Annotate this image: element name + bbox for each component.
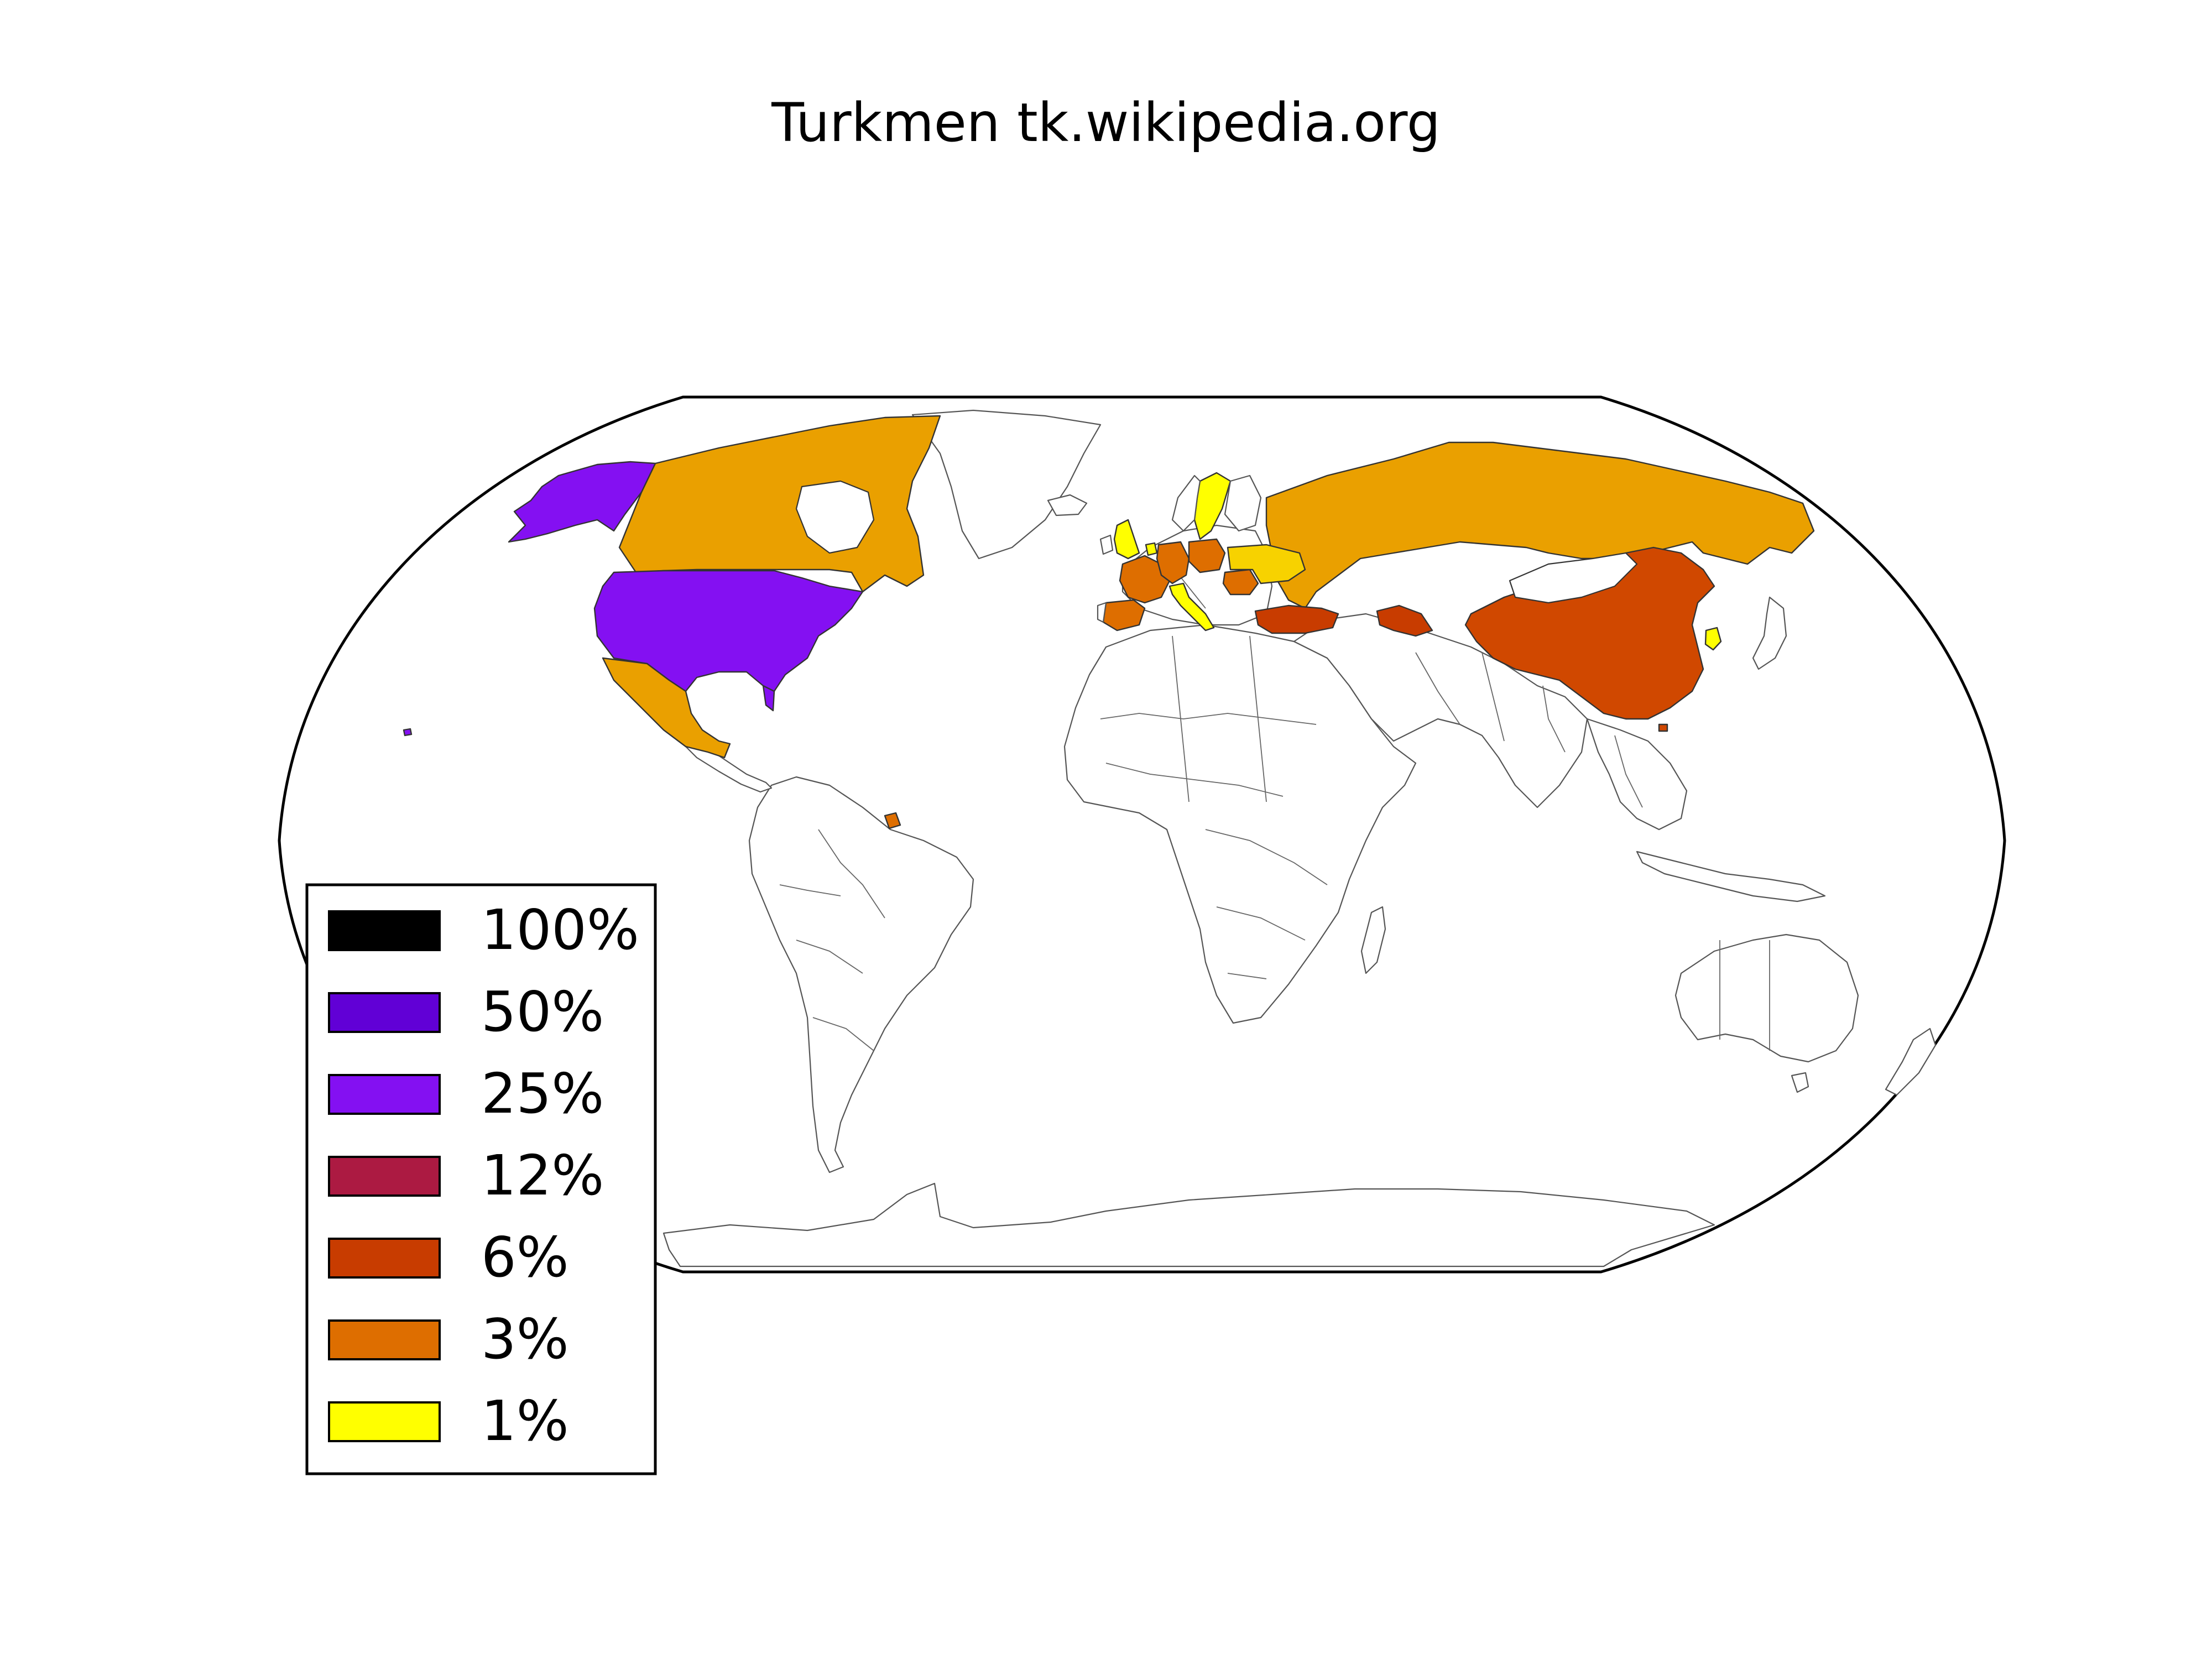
border-line xyxy=(1172,635,1190,802)
region-spain xyxy=(1102,599,1146,632)
region-germany xyxy=(1156,541,1190,585)
new-zealand xyxy=(1885,1027,1937,1096)
region-hawaii xyxy=(403,728,413,737)
hudson-bay xyxy=(795,480,875,554)
legend-swatch xyxy=(328,1319,441,1360)
region-poland xyxy=(1188,538,1226,573)
legend-swatch xyxy=(328,1074,441,1115)
region-russia xyxy=(1265,441,1815,609)
border-line xyxy=(779,884,841,896)
region-ukraine xyxy=(1227,544,1306,585)
region-french-guiana xyxy=(884,812,901,830)
border-line xyxy=(1542,685,1566,753)
antarctica xyxy=(662,1182,1715,1267)
legend-label: 12% xyxy=(481,1143,604,1208)
border-line xyxy=(1614,735,1643,808)
map-legend: 100% 50% 25% 12% 6% 3% 1% xyxy=(305,883,657,1475)
region-netherlands xyxy=(1145,542,1158,556)
tasmania xyxy=(1791,1072,1809,1093)
border-line xyxy=(1105,763,1284,797)
border-line xyxy=(1216,906,1306,941)
south-america xyxy=(748,776,974,1173)
region-south-korea xyxy=(1704,627,1722,651)
border-line xyxy=(1415,652,1460,725)
region-italy xyxy=(1168,582,1215,632)
map-title: Turkmen tk.wikipedia.org xyxy=(771,92,1441,154)
iceland xyxy=(1047,494,1088,517)
legend-items: 100% 50% 25% 12% 6% 3% 1% xyxy=(328,898,639,1453)
border-line xyxy=(818,829,885,919)
region-florida xyxy=(762,685,775,712)
border-line xyxy=(1481,652,1505,742)
border-line xyxy=(1227,973,1267,979)
legend-label: 3% xyxy=(481,1307,569,1371)
australia xyxy=(1674,933,1859,1063)
madagascar xyxy=(1360,906,1386,974)
legend-swatch xyxy=(328,1238,441,1279)
border-line xyxy=(812,1017,874,1051)
region-hainan xyxy=(1658,723,1668,732)
map-frame xyxy=(278,395,2006,1274)
ireland xyxy=(1099,534,1114,555)
mongolia xyxy=(1509,552,1638,604)
indonesia xyxy=(1636,851,1826,902)
border-line xyxy=(796,940,863,974)
region-france xyxy=(1119,555,1171,604)
region-turkmenistan xyxy=(1376,604,1433,637)
japan xyxy=(1752,596,1787,670)
region-alaska xyxy=(508,461,656,543)
middle-east-south-asia xyxy=(1293,613,1588,808)
region-canada xyxy=(618,415,941,593)
legend-label: 100% xyxy=(481,898,639,962)
legend-label: 50% xyxy=(481,979,604,1044)
southeast-asia xyxy=(1586,718,1688,831)
greenland xyxy=(911,409,1102,560)
legend-swatch xyxy=(328,1156,441,1197)
norway-finland xyxy=(1171,474,1262,532)
legend-swatch xyxy=(328,910,441,951)
border-line xyxy=(1249,635,1267,802)
legend-swatch xyxy=(328,1401,441,1442)
region-turkey xyxy=(1254,604,1339,634)
border-line xyxy=(1205,829,1328,885)
region-united-kingdom xyxy=(1113,519,1140,560)
portugal xyxy=(1097,602,1107,623)
legend-label: 6% xyxy=(481,1225,569,1290)
shaded-countries xyxy=(403,415,1815,830)
legend-label: 25% xyxy=(481,1061,604,1126)
border-line xyxy=(1100,713,1317,725)
legend-label: 1% xyxy=(481,1389,569,1453)
region-mexico xyxy=(602,657,731,759)
legend-swatch xyxy=(328,992,441,1033)
